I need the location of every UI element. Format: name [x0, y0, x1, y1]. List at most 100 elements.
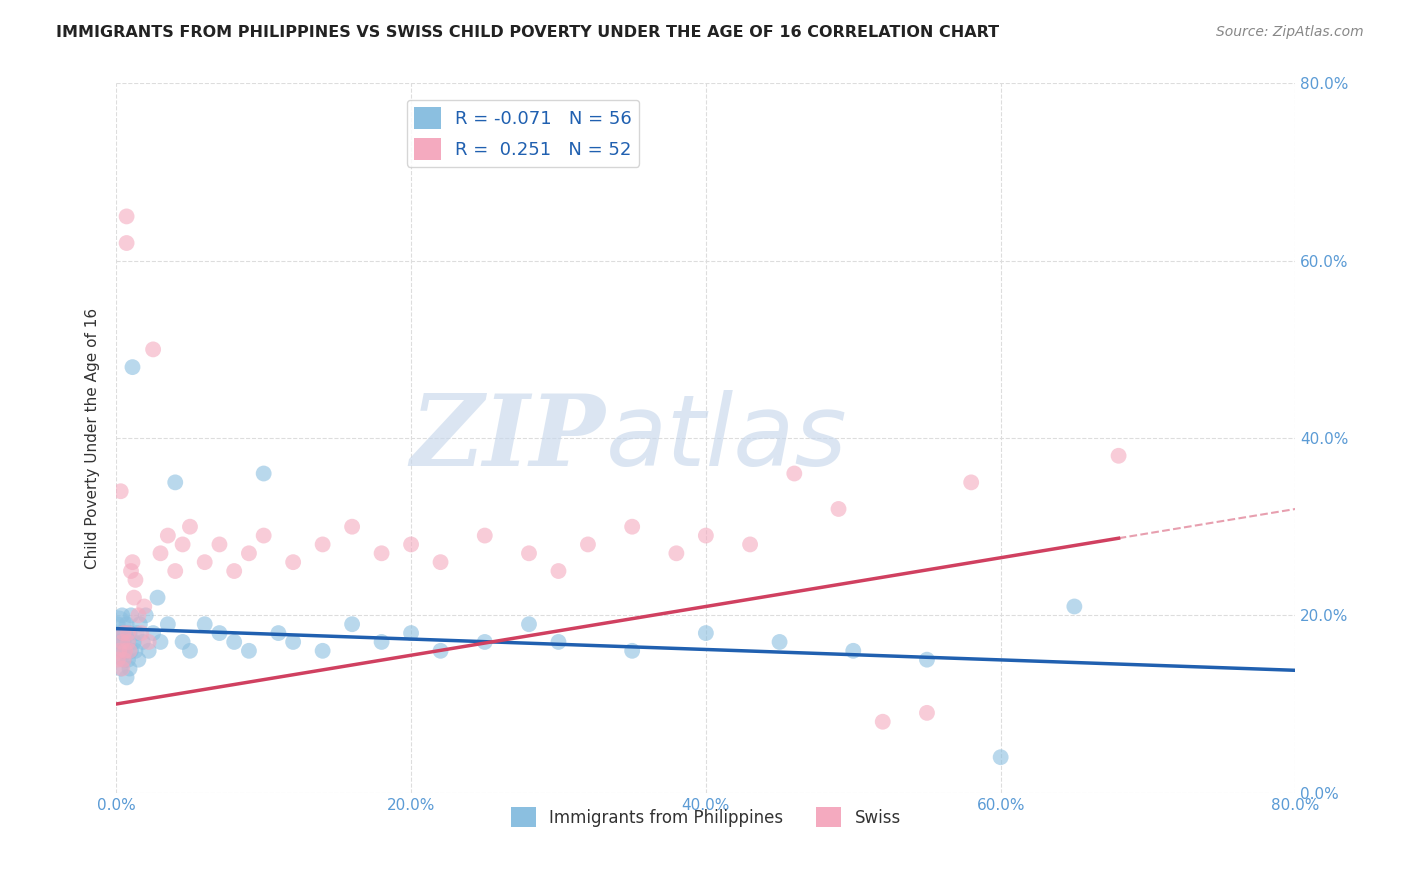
Point: [135, 608, 157, 623]
Point: [179, 519, 201, 533]
Point: [224, 564, 246, 578]
Point: [118, 661, 141, 675]
Point: [124, 573, 146, 587]
Point: [121, 360, 143, 375]
Point: [165, 564, 187, 578]
Point: [960, 475, 983, 490]
Point: [142, 343, 165, 357]
Point: [281, 555, 304, 569]
Point: [281, 635, 304, 649]
Point: [146, 591, 169, 605]
Point: [370, 546, 392, 560]
Point: [267, 626, 290, 640]
Point: [165, 475, 187, 490]
Point: [827, 502, 849, 516]
Point: [1063, 599, 1085, 614]
Point: [112, 635, 135, 649]
Point: [149, 635, 172, 649]
Point: [340, 519, 363, 533]
Point: [172, 537, 194, 551]
Y-axis label: Child Poverty Under the Age of 16: Child Poverty Under the Age of 16: [86, 308, 100, 568]
Point: [131, 626, 153, 640]
Point: [156, 617, 179, 632]
Point: [111, 635, 134, 649]
Point: [695, 626, 717, 640]
Point: [111, 608, 134, 623]
Point: [576, 537, 599, 551]
Point: [110, 626, 132, 640]
Point: [474, 528, 496, 542]
Text: Source: ZipAtlas.com: Source: ZipAtlas.com: [1216, 25, 1364, 39]
Point: [127, 653, 149, 667]
Point: [224, 635, 246, 649]
Point: [108, 635, 131, 649]
Point: [112, 626, 135, 640]
Point: [112, 653, 135, 667]
Point: [134, 599, 156, 614]
Point: [138, 635, 160, 649]
Point: [238, 546, 260, 560]
Point: [172, 635, 194, 649]
Point: [1108, 449, 1130, 463]
Point: [117, 635, 139, 649]
Text: IMMIGRANTS FROM PHILIPPINES VS SWISS CHILD POVERTY UNDER THE AGE OF 16 CORRELATI: IMMIGRANTS FROM PHILIPPINES VS SWISS CHI…: [56, 25, 1000, 40]
Text: atlas: atlas: [606, 390, 848, 486]
Point: [122, 591, 145, 605]
Point: [115, 235, 138, 250]
Point: [125, 626, 148, 640]
Point: [120, 564, 142, 578]
Point: [156, 528, 179, 542]
Point: [118, 644, 141, 658]
Point: [842, 644, 865, 658]
Point: [127, 608, 149, 623]
Point: [517, 617, 540, 632]
Point: [915, 653, 938, 667]
Point: [107, 617, 129, 632]
Point: [429, 555, 451, 569]
Text: ZIP: ZIP: [411, 390, 606, 486]
Legend: Immigrants from Philippines, Swiss: Immigrants from Philippines, Swiss: [503, 800, 908, 834]
Point: [107, 617, 129, 632]
Point: [768, 635, 790, 649]
Point: [872, 714, 894, 729]
Point: [149, 546, 172, 560]
Point: [112, 653, 135, 667]
Point: [474, 635, 496, 649]
Point: [340, 617, 363, 632]
Point: [738, 537, 761, 551]
Point: [117, 626, 139, 640]
Point: [138, 644, 160, 658]
Point: [399, 537, 422, 551]
Point: [120, 644, 142, 658]
Point: [370, 635, 392, 649]
Point: [665, 546, 688, 560]
Point: [142, 626, 165, 640]
Point: [783, 467, 806, 481]
Point: [124, 644, 146, 658]
Point: [179, 644, 201, 658]
Point: [311, 644, 333, 658]
Point: [238, 644, 260, 658]
Point: [114, 644, 136, 658]
Point: [517, 546, 540, 560]
Point: [107, 644, 129, 658]
Point: [208, 537, 231, 551]
Point: [621, 519, 644, 533]
Point: [114, 644, 136, 658]
Point: [194, 555, 217, 569]
Point: [117, 653, 139, 667]
Point: [128, 617, 150, 632]
Point: [253, 467, 276, 481]
Point: [915, 706, 938, 720]
Point: [110, 484, 132, 499]
Point: [208, 626, 231, 640]
Point: [115, 617, 138, 632]
Point: [115, 210, 138, 224]
Point: [547, 635, 569, 649]
Point: [990, 750, 1012, 764]
Point: [122, 635, 145, 649]
Point: [120, 608, 142, 623]
Point: [115, 670, 138, 684]
Point: [118, 626, 141, 640]
Point: [547, 564, 569, 578]
